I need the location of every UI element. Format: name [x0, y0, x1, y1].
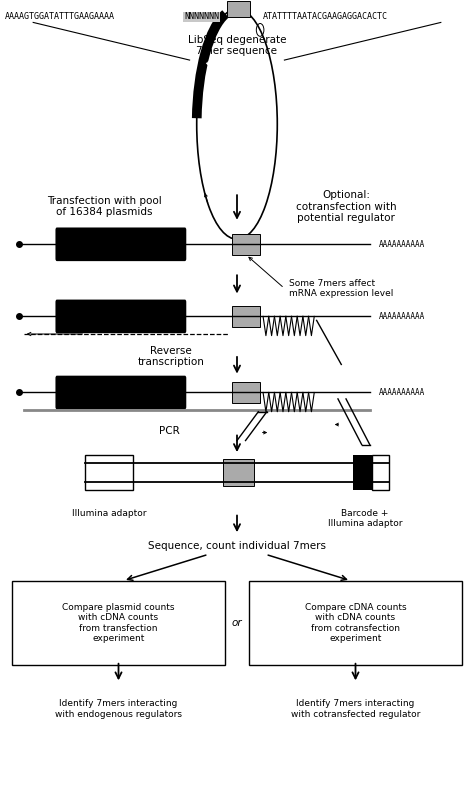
Text: LUC: LUC	[204, 58, 222, 75]
Text: ATATTTTAATACGAAGAGGACACTC: ATATTTTAATACGAAGAGGACACTC	[263, 12, 388, 22]
FancyBboxPatch shape	[12, 581, 225, 665]
Text: Barcode +
Illumina adaptor: Barcode + Illumina adaptor	[328, 509, 402, 528]
Text: AAAAAAAAAA: AAAAAAAAAA	[379, 388, 426, 397]
Text: Compare cDNA counts
with cDNA counts
from cotransfection
experiment: Compare cDNA counts with cDNA counts fro…	[305, 603, 406, 643]
Text: AAAAGTGGATATTTGAAGAAAA: AAAAGTGGATATTTGAAGAAAA	[5, 12, 115, 22]
Text: NNNNNNN: NNNNNNN	[184, 12, 219, 22]
Text: or: or	[232, 618, 242, 628]
Text: Transfection with pool
of 16384 plasmids: Transfection with pool of 16384 plasmids	[47, 196, 162, 217]
Text: Identify 7mers interacting
with endogenous regulators: Identify 7mers interacting with endogeno…	[55, 699, 182, 718]
FancyBboxPatch shape	[353, 455, 372, 490]
Text: Reverse
transcription: Reverse transcription	[137, 346, 204, 367]
Text: Compare plasmid counts
with cDNA counts
from transfection
experiment: Compare plasmid counts with cDNA counts …	[62, 603, 175, 643]
Text: PCR: PCR	[159, 426, 180, 436]
FancyBboxPatch shape	[55, 300, 186, 333]
FancyBboxPatch shape	[232, 234, 260, 255]
FancyBboxPatch shape	[372, 455, 389, 490]
FancyBboxPatch shape	[232, 306, 260, 327]
Text: AAAAAAAAAA: AAAAAAAAAA	[379, 239, 426, 249]
Text: Identify 7mers interacting
with cotransfected regulator: Identify 7mers interacting with cotransf…	[291, 699, 420, 718]
FancyBboxPatch shape	[223, 459, 254, 486]
Text: AAAAAAAAAA: AAAAAAAAAA	[379, 312, 426, 321]
FancyBboxPatch shape	[227, 1, 250, 17]
FancyBboxPatch shape	[55, 376, 186, 409]
Text: LibSeq degenerate
7mer sequence: LibSeq degenerate 7mer sequence	[188, 35, 286, 56]
Text: Sequence, count individual 7mers: Sequence, count individual 7mers	[148, 541, 326, 551]
FancyBboxPatch shape	[55, 227, 186, 261]
Text: Some 7mers affect
mRNA expression level: Some 7mers affect mRNA expression level	[289, 279, 393, 298]
Text: Optional:
cotransfection with
potential regulator: Optional: cotransfection with potential …	[296, 190, 396, 223]
Text: Illumina adaptor: Illumina adaptor	[72, 509, 146, 517]
FancyBboxPatch shape	[85, 455, 133, 490]
FancyBboxPatch shape	[232, 382, 260, 403]
FancyBboxPatch shape	[249, 581, 462, 665]
